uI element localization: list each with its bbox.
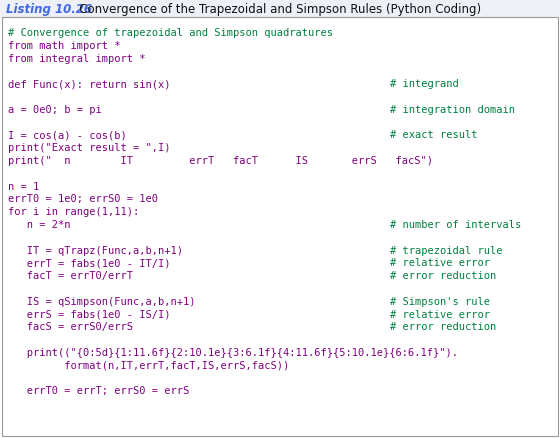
Text: # Convergence of trapezoidal and Simpson quadratures: # Convergence of trapezoidal and Simpson…: [8, 28, 333, 38]
Text: # trapezoidal rule: # trapezoidal rule: [390, 245, 502, 255]
Text: IS = qSimpson(Func,a,b,n+1): IS = qSimpson(Func,a,b,n+1): [8, 296, 195, 306]
Text: # number of intervals: # number of intervals: [390, 219, 521, 230]
Text: # exact result: # exact result: [390, 130, 478, 140]
Text: for i in range(1,11):: for i in range(1,11):: [8, 207, 139, 217]
Text: print("  n        IT         errT   facT      IS       errS   facS"): print(" n IT errT facT IS errS facS"): [8, 155, 433, 166]
Text: print("Exact result = ",I): print("Exact result = ",I): [8, 143, 170, 153]
Text: n = 2*n: n = 2*n: [8, 219, 71, 230]
Text: # error reduction: # error reduction: [390, 271, 496, 281]
Text: # integrand: # integrand: [390, 79, 459, 89]
Text: print(("{0:5d}{1:11.6f}{2:10.1e}{3:6.1f}{4:11.6f}{5:10.1e}{6:6.1f}").: print(("{0:5d}{1:11.6f}{2:10.1e}{3:6.1f}…: [8, 347, 458, 357]
Bar: [0, 0, 560, 18]
Text: format(n,IT,errT,facT,IS,errS,facS)): format(n,IT,errT,facT,IS,errS,facS)): [8, 360, 290, 370]
Text: IT = qTrapz(Func,a,b,n+1): IT = qTrapz(Func,a,b,n+1): [8, 245, 183, 255]
Text: errT0 = 1e0; errS0 = 1e0: errT0 = 1e0; errS0 = 1e0: [8, 194, 158, 204]
Text: a = 0e0; b = pi: a = 0e0; b = pi: [8, 105, 102, 115]
Text: # error reduction: # error reduction: [390, 321, 496, 332]
Text: # Simpson's rule: # Simpson's rule: [390, 296, 490, 306]
Text: Listing 10.26: Listing 10.26: [6, 3, 92, 15]
Text: from math import *: from math import *: [8, 41, 120, 51]
Text: def Func(x): return sin(x): def Func(x): return sin(x): [8, 79, 170, 89]
Text: I = cos(a) - cos(b): I = cos(a) - cos(b): [8, 130, 127, 140]
Text: # relative error: # relative error: [390, 309, 490, 319]
Text: n = 1: n = 1: [8, 181, 39, 191]
Text: errT = fabs(1e0 - IT/I): errT = fabs(1e0 - IT/I): [8, 258, 170, 268]
Text: Convergence of the Trapezoidal and Simpson Rules (Python Coding): Convergence of the Trapezoidal and Simps…: [68, 3, 481, 15]
Text: # relative error: # relative error: [390, 258, 490, 268]
Text: errS = fabs(1e0 - IS/I): errS = fabs(1e0 - IS/I): [8, 309, 170, 319]
Text: errT0 = errT; errS0 = errS: errT0 = errT; errS0 = errS: [8, 385, 189, 396]
Text: facS = errS0/errS: facS = errS0/errS: [8, 321, 133, 332]
Text: from integral import *: from integral import *: [8, 53, 146, 64]
Text: # integration domain: # integration domain: [390, 105, 515, 115]
Text: facT = errT0/errT: facT = errT0/errT: [8, 271, 133, 281]
